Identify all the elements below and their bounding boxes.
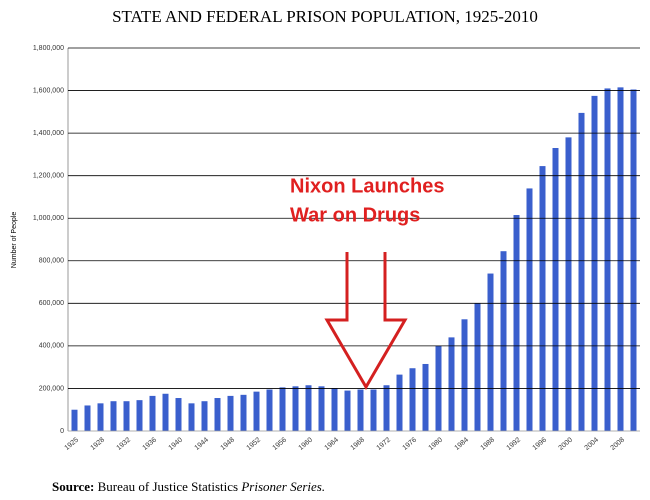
source-text: Bureau of Justice Statistics [98,479,238,494]
bar [201,401,208,431]
y-axis-label: Number of People [11,212,18,269]
bar [227,395,234,431]
bar [318,386,325,431]
bar [500,251,507,431]
bar [578,112,585,432]
bar [175,398,182,431]
y-tick-label: 1,000,000 [33,215,64,222]
source-series: Prisoner Series. [240,479,325,494]
x-tick-label: 1988 [480,437,497,452]
bar [110,401,117,431]
annotation: War on Drugs [290,204,420,226]
x-tick-label: 1956 [272,437,289,452]
bar [461,319,468,431]
bar [565,137,572,431]
x-tick-label: 1964 [324,437,341,452]
x-tick-label: 2008 [610,437,627,452]
x-tick-label: 1992 [506,437,523,452]
bar [422,363,429,431]
x-tick-label: 1976 [402,437,419,452]
bar [331,388,338,431]
x-tick-label: 1925 [64,437,81,452]
y-tick-label: 800,000 [39,258,64,265]
source-label: Source: [52,479,94,494]
x-tick-label: 1952 [246,437,263,452]
bar [149,395,156,431]
x-tick-label: 1960 [298,437,315,452]
bar [188,403,195,431]
bar [162,393,169,431]
bar [409,368,416,431]
x-tick-label: 2000 [558,437,575,452]
chart-title: STATE AND FEDERAL PRISON POPULATION, 192… [112,7,538,26]
bar [630,89,637,431]
bar [214,398,221,431]
y-tick-label: 200,000 [39,385,64,392]
bar [383,385,390,431]
bar [357,389,364,431]
x-tick-label: 1996 [532,437,549,452]
source: Source: Bureau of Justice Statistics Pri… [52,479,325,494]
bar [591,95,598,431]
y-tick-label: 400,000 [39,343,64,350]
x-tick-label: 1936 [142,437,159,452]
bar [305,385,312,431]
annotation-arrow [324,252,408,390]
bar [71,409,78,431]
bar [123,401,130,431]
x-tick-label: 1968 [350,437,367,452]
bar [370,389,377,431]
y-tick-label: 0 [60,428,64,435]
bar [396,374,403,431]
y-tick-label: 1,200,000 [33,173,64,180]
bar [448,337,455,431]
bar [344,390,351,431]
bar [240,394,247,431]
y-tick-label: 600,000 [39,300,64,307]
bar [266,389,273,431]
bar [513,215,520,431]
bar [526,188,533,431]
bar [84,405,91,431]
x-tick-label: 1984 [454,437,471,452]
x-tick-label: 1948 [220,437,237,452]
y-tick-label: 1,400,000 [33,130,64,137]
bar [279,387,286,431]
bar [539,166,546,431]
x-tick-label: 2004 [584,437,601,452]
bar [292,386,299,431]
x-tick-label: 1944 [194,437,211,452]
y-tick-label: 1,800,000 [33,45,64,52]
bar [97,403,104,431]
bar [474,303,481,431]
bar [552,148,559,431]
bar [617,87,624,431]
annotation: Nixon Launches [290,175,444,197]
bar [136,400,143,431]
bar [487,273,494,431]
bar [604,88,611,431]
bar [253,391,260,431]
x-tick-label: 1928 [90,437,107,452]
x-tick-label: 1940 [168,437,185,452]
x-tick-label: 1980 [428,437,445,452]
x-tick-label: 1972 [376,437,393,452]
x-tick-label: 1932 [116,437,133,452]
y-tick-label: 1,600,000 [33,87,64,94]
